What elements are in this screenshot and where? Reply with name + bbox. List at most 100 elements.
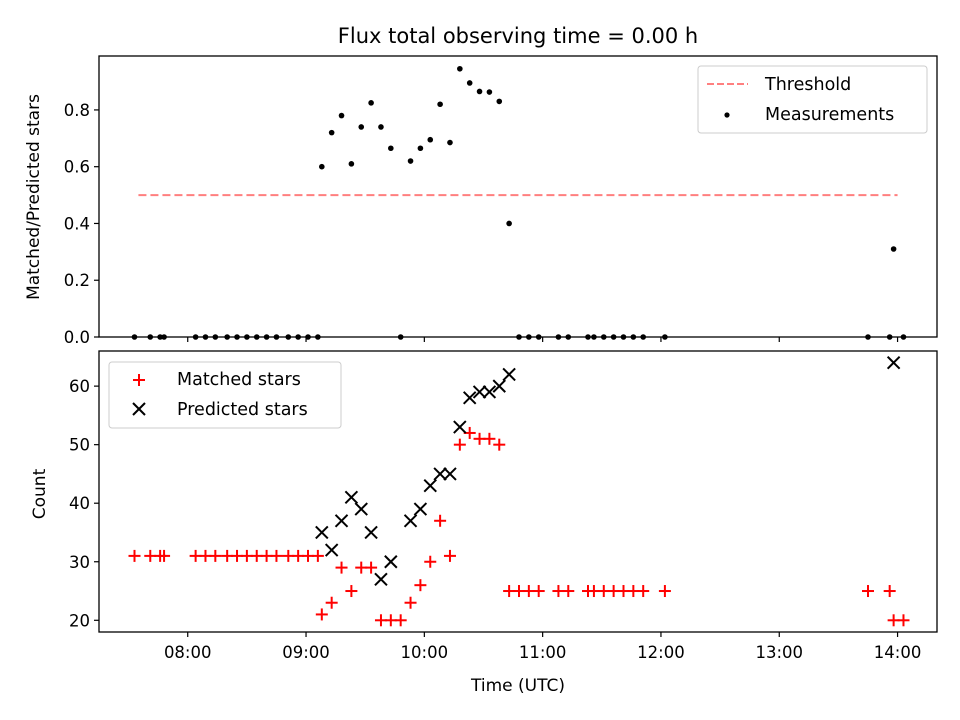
x-tick-label: 09:00 bbox=[282, 643, 330, 662]
legend-measurements-swatch bbox=[724, 112, 730, 118]
measurement-point bbox=[466, 80, 473, 86]
top-y-tick-label: 0.2 bbox=[64, 271, 90, 290]
matched-star-point bbox=[325, 596, 338, 609]
measurement-point bbox=[506, 220, 512, 227]
measurement-point bbox=[630, 334, 637, 340]
measurement-point bbox=[890, 246, 897, 252]
predicted-star-point bbox=[453, 420, 467, 434]
measurement-point bbox=[900, 334, 907, 340]
measurement-point bbox=[328, 129, 335, 136]
matched-star-point bbox=[365, 561, 378, 574]
measurement-point bbox=[407, 158, 414, 164]
measurement-point bbox=[476, 88, 483, 95]
legend-matched-swatch bbox=[133, 374, 145, 386]
measurement-point bbox=[202, 334, 209, 340]
measurement-point bbox=[496, 98, 503, 105]
measurement-point bbox=[157, 334, 163, 340]
measurement-point bbox=[319, 163, 325, 170]
legend-threshold-label: Threshold bbox=[764, 75, 851, 95]
measurement-point bbox=[610, 334, 617, 340]
top-x-ticks bbox=[187, 337, 899, 342]
x-tick-label: 10:00 bbox=[401, 643, 449, 662]
matched-star-point bbox=[311, 549, 324, 562]
top-y-tick-label: 0.4 bbox=[64, 214, 90, 233]
measurement-point bbox=[234, 334, 240, 340]
predicted-star-point bbox=[403, 514, 418, 528]
chart-title: Flux total observing time = 0.00 h bbox=[338, 24, 698, 48]
predicted-star-point bbox=[482, 385, 497, 399]
measurement-point bbox=[417, 145, 424, 152]
top-y-tick-label: 0.0 bbox=[64, 328, 90, 347]
measurement-point bbox=[161, 334, 167, 340]
measurement-point bbox=[273, 334, 280, 340]
top-legend: Threshold Measurements bbox=[697, 65, 928, 134]
bottom-y-axis-label: Count bbox=[30, 468, 50, 519]
predicted-star-point bbox=[413, 502, 428, 516]
measurement-point bbox=[886, 334, 893, 340]
predicted-star-point bbox=[433, 467, 447, 481]
matched-star-point bbox=[897, 614, 910, 627]
matched-star-point bbox=[404, 596, 417, 609]
bottom-y-ticks: 20 30 40 50 60 bbox=[69, 377, 99, 630]
measurement-point bbox=[315, 334, 321, 340]
predicted-star-point bbox=[423, 478, 437, 493]
matched-star-point bbox=[861, 585, 874, 598]
matched-star-point bbox=[128, 549, 141, 562]
top-y-axis-label: Matched/Predicted stars bbox=[24, 94, 44, 300]
measurement-point bbox=[397, 334, 404, 340]
matched-star-point bbox=[335, 561, 348, 574]
top-panel: 0.00.20.40.60.8 Matched/Predicted stars … bbox=[24, 55, 938, 347]
measurement-point bbox=[427, 136, 434, 143]
measurement-point bbox=[244, 334, 250, 340]
matched-star-point bbox=[483, 432, 496, 445]
predicted-star-point bbox=[315, 525, 329, 540]
matched-star-point bbox=[562, 585, 575, 598]
bottom-y-tick-label: 50 bbox=[69, 436, 90, 455]
measurement-point bbox=[447, 139, 453, 146]
measurement-point bbox=[131, 334, 138, 340]
bottom-plot-frame bbox=[98, 350, 938, 633]
matched-star-point bbox=[493, 438, 506, 451]
x-tick-label: 14:00 bbox=[874, 643, 922, 662]
legend-predicted-label: Predicted stars bbox=[177, 400, 308, 420]
predicted-star-point bbox=[886, 356, 901, 370]
legend-matched-label: Matched stars bbox=[177, 370, 301, 390]
measurement-point bbox=[437, 101, 443, 108]
matched-star-point bbox=[345, 585, 358, 598]
matched-star-point bbox=[209, 549, 222, 562]
predicted-star-point bbox=[334, 514, 349, 528]
top-y-tick-label: 0.6 bbox=[64, 158, 90, 177]
predicted-star-point bbox=[384, 555, 398, 569]
matched-star-point bbox=[453, 438, 466, 451]
measurement-point bbox=[338, 112, 345, 119]
measurement-point bbox=[212, 334, 219, 340]
matched-star-point bbox=[443, 549, 456, 562]
predicted-star-point bbox=[502, 367, 516, 382]
predicted-star-point bbox=[492, 379, 506, 393]
measurement-point bbox=[640, 334, 647, 340]
measurement-point bbox=[147, 334, 154, 340]
predicted-star-point bbox=[462, 391, 477, 405]
measurement-point bbox=[253, 334, 260, 340]
measurement-point bbox=[358, 124, 365, 130]
predicted-star-point bbox=[344, 490, 359, 505]
bottom-y-tick-label: 60 bbox=[69, 377, 90, 396]
legend-measurements-label: Measurements bbox=[765, 105, 894, 125]
measurement-point bbox=[263, 334, 270, 340]
measurement-point bbox=[662, 334, 668, 340]
bottom-x-ticks: 08:00 09:00 10:00 11:00 12:00 13:00 14:00 bbox=[164, 632, 921, 662]
bottom-legend: Matched stars Predicted stars bbox=[108, 361, 342, 429]
matched-star-point bbox=[658, 585, 671, 598]
top-points-layer bbox=[131, 65, 907, 340]
x-axis-label: Time (UTC) bbox=[470, 676, 565, 696]
predicted-star-point bbox=[364, 525, 378, 540]
matched-star-point bbox=[414, 579, 427, 592]
matched-star-point bbox=[158, 549, 171, 562]
legend-predicted-swatch bbox=[132, 402, 146, 416]
bottom-legend-box bbox=[108, 361, 342, 429]
measurement-point bbox=[486, 89, 493, 95]
predicted-star-point bbox=[324, 543, 339, 557]
matched-star-point bbox=[270, 549, 283, 562]
x-tick-label: 08:00 bbox=[164, 643, 212, 662]
